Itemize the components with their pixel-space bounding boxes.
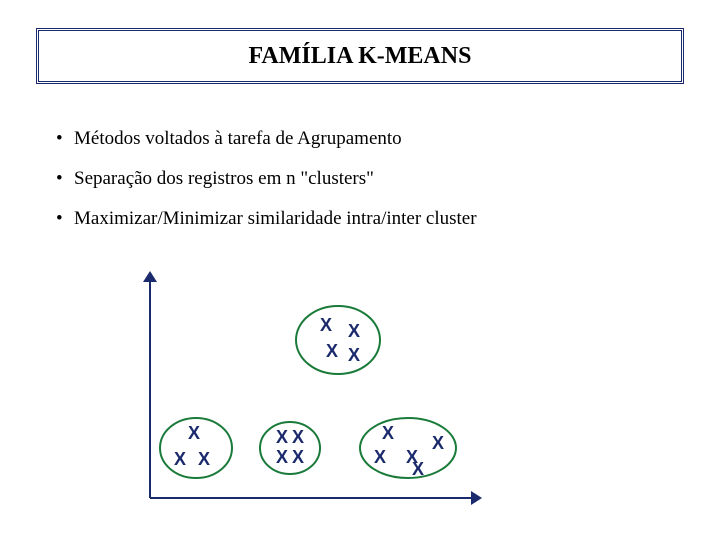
- svg-text:X: X: [374, 447, 386, 467]
- svg-text:X: X: [276, 447, 288, 467]
- bullet-dot-icon: •: [56, 128, 74, 150]
- bullet-item: •Maximizar/Minimizar similaridade intra/…: [56, 208, 676, 230]
- svg-text:X: X: [432, 433, 444, 453]
- bullet-item: •Separação dos registros em n "clusters": [56, 168, 676, 190]
- cluster-diagram: XXXXXXXXXXXXXXXX: [130, 268, 490, 518]
- svg-text:X: X: [348, 321, 360, 341]
- bullet-text: Maximizar/Minimizar similaridade intra/i…: [74, 208, 477, 230]
- bullet-text: Separação dos registros em n "clusters": [74, 168, 374, 190]
- svg-text:X: X: [188, 423, 200, 443]
- svg-text:X: X: [348, 345, 360, 365]
- svg-text:X: X: [198, 449, 210, 469]
- title-box: FAMÍLIA K-MEANS: [36, 28, 684, 84]
- svg-text:X: X: [412, 459, 424, 479]
- bullet-text: Métodos voltados à tarefa de Agrupamento: [74, 128, 402, 150]
- bullet-item: •Métodos voltados à tarefa de Agrupament…: [56, 128, 676, 150]
- bullet-list: •Métodos voltados à tarefa de Agrupament…: [56, 128, 676, 248]
- svg-text:X: X: [174, 449, 186, 469]
- svg-text:X: X: [292, 447, 304, 467]
- svg-text:X: X: [320, 315, 332, 335]
- chart-svg: XXXXXXXXXXXXXXXX: [130, 268, 490, 518]
- svg-text:X: X: [326, 341, 338, 361]
- svg-text:X: X: [292, 427, 304, 447]
- svg-text:X: X: [276, 427, 288, 447]
- svg-text:X: X: [382, 423, 394, 443]
- bullet-dot-icon: •: [56, 208, 74, 230]
- slide-title: FAMÍLIA K-MEANS: [249, 43, 472, 70]
- bullet-dot-icon: •: [56, 168, 74, 190]
